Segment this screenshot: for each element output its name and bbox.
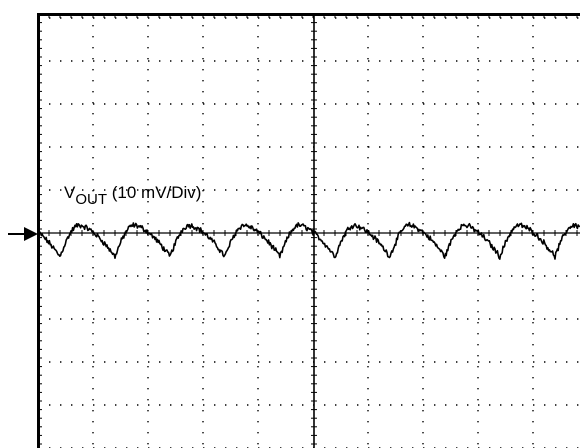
arrow-right-icon: [24, 227, 38, 241]
channel-label-scale: (10 mV/Div): [107, 183, 201, 202]
vout-trace: [38, 221, 580, 260]
graticule: [38, 14, 580, 448]
ground-reference-marker: [8, 227, 38, 241]
channel-label-v: V: [64, 183, 76, 202]
channel-label: VOUT (10 mV/Div): [64, 183, 201, 208]
channel-label-subscript: OUT: [75, 191, 107, 208]
vout-trace-group: [38, 221, 580, 260]
